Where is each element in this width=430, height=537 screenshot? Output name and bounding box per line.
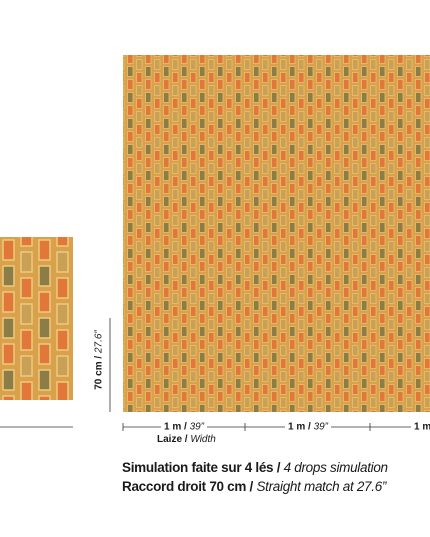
caption-line: Simulation faite sur 4 lés / 4 drops sim…	[122, 460, 388, 475]
swatch-simulation	[123, 55, 430, 412]
height-imperial: 27.6”	[93, 330, 105, 354]
width-label: Laize / Width	[154, 434, 219, 445]
separator: /	[246, 479, 257, 494]
caption-fr: Raccord droit 70 cm	[122, 479, 247, 494]
separator: /	[305, 421, 314, 433]
width-label-en: Width	[190, 434, 216, 445]
width-metric: 1 m	[414, 421, 430, 433]
height-label: 70 cm / 27.6”	[93, 327, 105, 393]
panel-width: 1 m / 39”	[160, 421, 208, 433]
width-metric: 1 m	[287, 421, 306, 433]
panel-width: 1 m	[411, 421, 430, 433]
separator: /	[273, 460, 284, 475]
caption-fr: Simulation faite sur 4 lés	[122, 460, 274, 475]
width-label-fr: Laize	[157, 434, 183, 445]
caption-en: Straight match at 27.6”	[256, 479, 387, 494]
separator: /	[181, 421, 190, 433]
width-imperial: 39”	[313, 421, 329, 433]
caption-en: 4 drops simulation	[283, 460, 388, 475]
swatch-detail	[0, 237, 73, 400]
separator: /	[182, 434, 191, 445]
separator: /	[93, 353, 105, 362]
caption-line: Raccord droit 70 cm / Straight match at …	[122, 479, 386, 494]
width-metric: 1 m	[163, 421, 182, 433]
panel-width: 1 m / 39”	[284, 421, 332, 433]
height-metric: 70 cm	[93, 361, 105, 390]
width-imperial: 39”	[189, 421, 205, 433]
